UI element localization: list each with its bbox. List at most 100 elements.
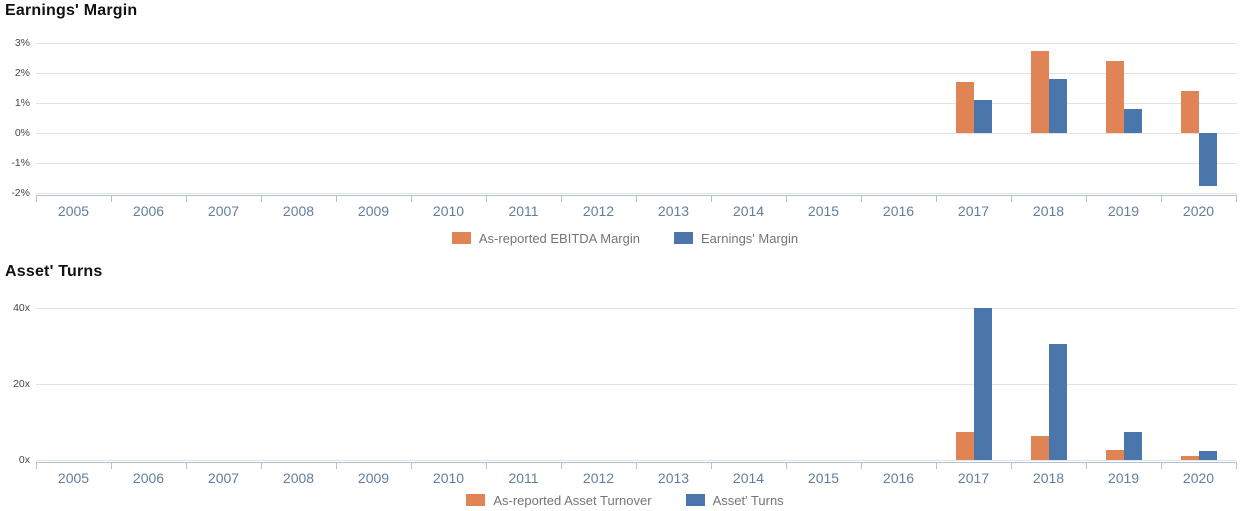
earnings-margin-chart: Earnings' Margin 3% 2% 1% 0% -1% -2% 2005 2006 2… [0,0,1250,252]
x-axis-label: 2009 [357,470,390,486]
legend: As-reported EBITDA Margin Earnings' Marg… [0,230,1250,246]
legend-label: Earnings' Margin [700,230,799,246]
bar-2020-series-0[interactable] [1180,91,1199,133]
x-axis-label: 2006 [132,470,165,486]
bar-2017-series-0[interactable] [955,82,974,133]
bar-2020-series-1[interactable] [1198,133,1217,186]
bar-2017-series-1[interactable] [973,100,992,133]
y-axis-label: 2% [14,67,30,79]
x-axis-tick [261,462,262,469]
legend-swatch-icon [451,232,471,244]
x-axis-tick [1236,462,1237,469]
x-axis-tick [936,462,937,469]
x-axis-tick [1086,195,1087,202]
gridline [36,163,1237,164]
x-axis-label: 2019 [1107,203,1140,219]
x-axis-label: 2013 [657,203,690,219]
bar-2018-series-0[interactable] [1030,436,1049,460]
y-axis-label: 0% [14,127,30,139]
x-axis-tick [336,195,337,202]
x-axis-tick [1011,462,1012,469]
x-axis-tick [36,462,37,469]
x-axis-tick [186,462,187,469]
y-axis-label: 0x [18,454,30,466]
x-axis-label: 2008 [282,203,315,219]
x-axis-label: 2015 [807,470,840,486]
x-axis-label: 2009 [357,203,390,219]
asset-turns-plot-area: 40x 20x 0x 2005 2006 2007 2008 2009 2010 2011 2012… [13,302,1237,486]
x-axis-tick [411,462,412,469]
gridline [36,133,1237,134]
x-axis-tick [711,195,712,202]
y-axis-label: 20x [13,378,30,390]
x-axis-label: 2016 [882,470,915,486]
x-axis-label: 2015 [807,203,840,219]
x-axis-label: 2017 [957,470,990,486]
legend-label: As-reported Asset Turnover [493,492,652,508]
x-axis-tick [111,462,112,469]
x-axis-tick [486,195,487,202]
x-axis-label: 2005 [57,470,90,486]
legend-swatch-icon [466,494,486,506]
x-axis-label: 2014 [732,470,765,486]
legend-item-earnings-margin[interactable]: Earnings' Margin [673,230,799,246]
x-axis-tick [786,462,787,469]
x-axis-tick [711,462,712,469]
bar-2017-series-1[interactable] [973,308,992,460]
gridline [36,384,1237,385]
x-axis-label: 2010 [432,470,465,486]
x-axis-tick [1086,462,1087,469]
x-axis-tick [786,195,787,202]
y-axis-label: -1% [11,157,30,169]
x-axis-tick [186,195,187,202]
x-axis-tick [1161,462,1162,469]
bar-2018-series-1[interactable] [1048,79,1067,133]
bar-2017-series-0[interactable] [955,431,974,460]
x-axis-tick [636,195,637,202]
x-axis-label: 2018 [1032,470,1065,486]
gridline [36,73,1237,74]
x-axis-label: 2005 [57,203,90,219]
bar-2019-series-1[interactable] [1123,432,1142,460]
legend-swatch-icon [673,232,693,244]
gridline [36,460,1237,461]
y-axis-label: 1% [14,97,30,109]
legend-item-as-reported-asset-turnover[interactable]: As-reported Asset Turnover [466,492,652,508]
x-axis-label: 2018 [1032,203,1065,219]
x-axis-label: 2007 [207,203,240,219]
legend-swatch-icon [685,494,705,506]
gridline [36,43,1237,44]
legend-label: As-reported EBITDA Margin [478,230,640,246]
x-axis-tick [1011,195,1012,202]
y-axis-label: -2% [11,187,30,199]
chart-title: Earnings' Margin [5,2,138,19]
x-axis-label: 2012 [582,203,615,219]
x-axis-label: 2011 [508,470,539,486]
bar-2020-series-1[interactable] [1198,451,1217,460]
x-axis-tick [111,195,112,202]
x-axis-label: 2016 [882,203,915,219]
bar-2019-series-0[interactable] [1105,450,1124,460]
bar-2018-series-1[interactable] [1048,344,1067,460]
bar-2018-series-0[interactable] [1030,50,1049,133]
legend-item-asset-turns[interactable]: Asset' Turns [685,493,784,508]
y-axis-label: 40x [13,302,30,314]
x-axis-tick [861,462,862,469]
gridline [36,103,1237,104]
x-axis-tick [561,195,562,202]
bar-2019-series-1[interactable] [1123,109,1142,133]
x-axis-tick [36,195,37,202]
x-axis-label: 2013 [657,470,690,486]
x-axis-label: 2010 [432,203,465,219]
gridline [36,193,1237,194]
asset-turns-chart: Asset' Turns 40x 20x 0x 2005 2006 2007 2008 200… [0,252,1250,511]
bar-2019-series-0[interactable] [1105,61,1124,133]
x-axis-tick [1161,195,1162,202]
x-axis-tick [636,462,637,469]
bar-2020-series-0[interactable] [1180,456,1199,460]
x-axis-tick [936,195,937,202]
earnings-margin-plot-area: 3% 2% 1% 0% -1% -2% 2005 2006 2007 2008 2009 2010 20… [11,37,1237,219]
x-axis-label: 2012 [582,470,615,486]
legend-item-as-reported-ebitda-margin[interactable]: As-reported EBITDA Margin [451,230,640,246]
legend: As-reported Asset Turnover Asset' Turns [0,492,1250,508]
